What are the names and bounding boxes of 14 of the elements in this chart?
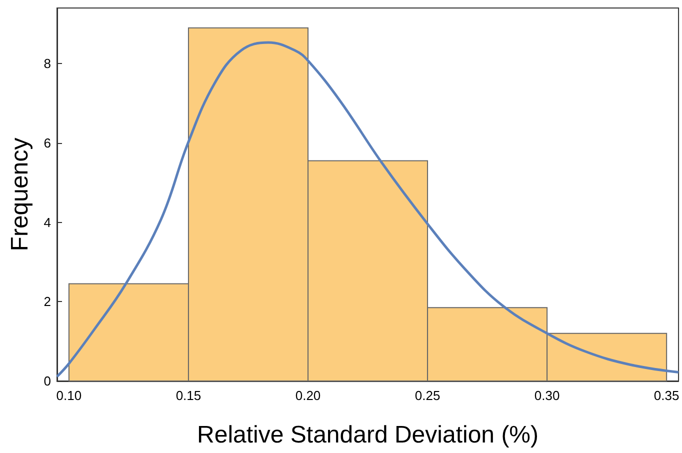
y-tick-label: 6	[44, 135, 51, 150]
y-tick-label: 8	[44, 56, 51, 72]
y-tick-label: 0	[44, 374, 51, 388]
line-series	[56, 41, 680, 378]
x-axis-title: Relative Standard Deviation (%)	[197, 422, 539, 448]
x-tick-label: 0.30	[534, 388, 560, 403]
x-tick-label: 0.10	[56, 388, 82, 403]
x-tick-label: 0.20	[295, 388, 321, 403]
x-tick-label: 0.25	[414, 388, 440, 403]
y-axis-title: Frequency	[6, 138, 34, 252]
x-tick-label: 0.35	[654, 388, 680, 403]
x-tick-label: 0.15	[176, 388, 202, 403]
y-tick-label: 2	[44, 294, 51, 310]
y-tick-label: 4	[44, 214, 51, 230]
